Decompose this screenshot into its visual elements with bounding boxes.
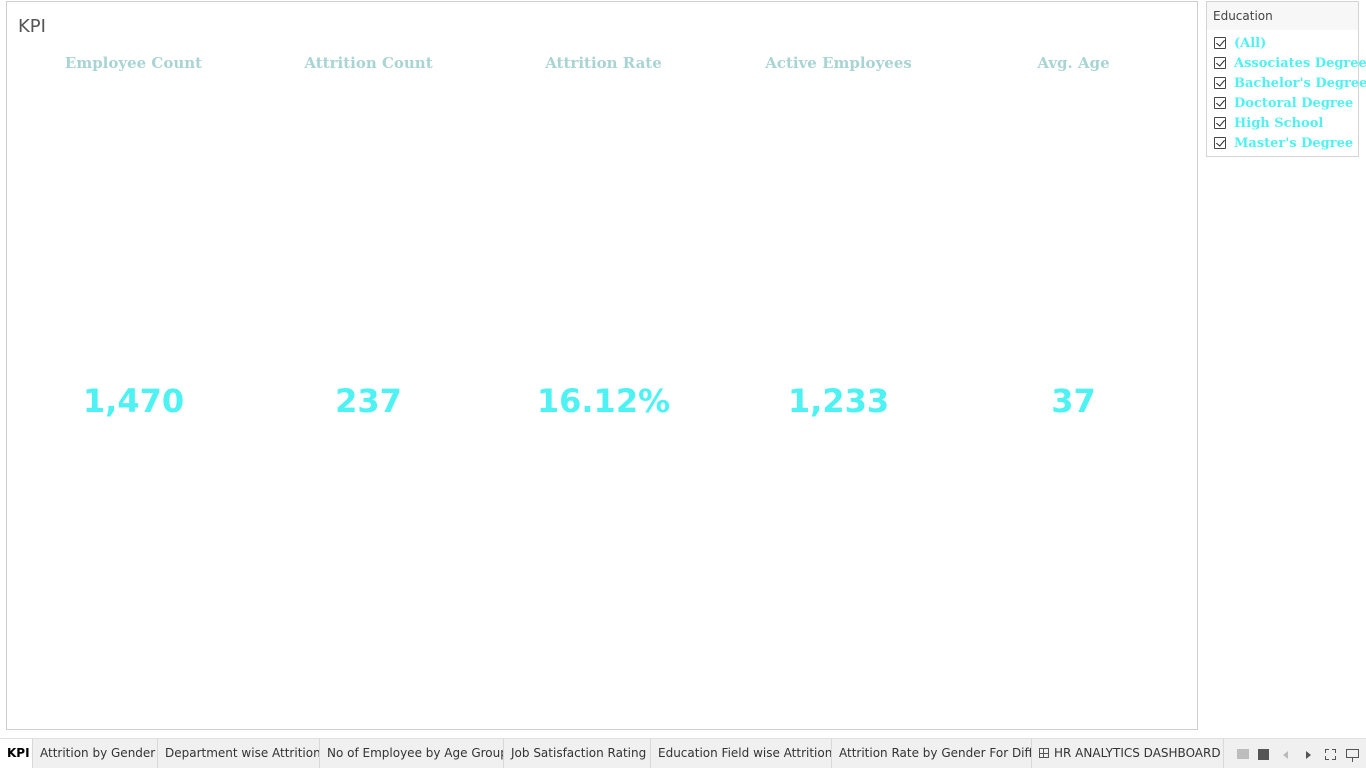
tab-hr-analytics-dashboard[interactable]: HR ANALYTICS DASHBOARD [1032,739,1224,768]
filter-item-high-school[interactable]: High School [1207,114,1358,134]
filter-item-label: Doctoral Degree [1234,96,1354,111]
next-sheet-icon[interactable] [1306,751,1311,759]
filter-item-masters-degree[interactable]: Master's Degree [1207,134,1358,154]
filter-item-label: Associates Degree [1234,56,1366,71]
kpi-header: Employee Count [64,54,203,72]
tab-no-of-employee-by-age-group[interactable]: No of Employee by Age Group [320,739,504,768]
show-tabs-icon[interactable] [1258,749,1269,760]
kpi-value: 16.12% [536,382,671,420]
sheet-tab-bar: KPI Attrition by Gender Department wise … [0,738,1366,768]
filter-item-all[interactable]: (All) [1207,34,1358,54]
kpi-value: 237 [335,382,402,420]
tab-job-satisfaction-rating[interactable]: Job Satisfaction Rating [504,739,651,768]
tab-education-field-wise-attrition[interactable]: Education Field wise Attrition [651,739,832,768]
filter-item-label: Master's Degree [1234,136,1354,151]
checkbox-checked-icon[interactable] [1214,137,1226,149]
kpi-avg-age[interactable]: Avg. Age 37 [956,52,1191,452]
show-filmstrip-icon[interactable] [1237,749,1249,759]
kpi-header: Active Employees [765,54,912,72]
presentation-mode-icon[interactable] [1346,749,1359,762]
filter-item-doctoral-degree[interactable]: Doctoral Degree [1207,94,1358,114]
tab-label: HR ANALYTICS DASHBOARD [1054,746,1221,760]
checkbox-checked-icon[interactable] [1214,97,1226,109]
fullscreen-icon[interactable] [1325,749,1336,760]
kpi-value: 37 [1051,382,1096,420]
kpi-value: 1,470 [82,382,185,420]
checkbox-checked-icon[interactable] [1214,57,1226,69]
kpi-attrition-count[interactable]: Attrition Count 237 [251,52,486,452]
kpi-value: 1,233 [787,382,890,420]
filter-item-associates-degree[interactable]: Associates Degree [1207,54,1366,74]
tab-kpi[interactable]: KPI [0,739,33,768]
filter-title: Education [1207,2,1358,30]
filter-item-label: High School [1234,116,1324,131]
kpi-header: Attrition Rate [545,54,662,72]
education-filter-card: Education (All) Associates Degree Bachel… [1206,1,1366,157]
checkbox-checked-icon[interactable] [1214,37,1226,49]
kpi-header: Attrition Count [304,54,433,72]
kpi-header: Avg. Age [1037,54,1110,72]
worksheet-title: KPI [18,16,46,37]
filter-item-label: (All) [1234,36,1267,51]
filter-item-label: Bachelor's Degree [1234,76,1366,91]
dashboard-icon [1039,748,1049,758]
kpi-attrition-rate[interactable]: Attrition Rate 16.12% [486,52,721,452]
kpi-employee-count[interactable]: Employee Count 1,470 [16,52,251,452]
checkbox-checked-icon[interactable] [1214,117,1226,129]
filter-item-bachelors-degree[interactable]: Bachelor's Degree [1207,74,1366,94]
tab-department-wise-attrition[interactable]: Department wise Attrition [158,739,320,768]
tab-attrition-by-gender[interactable]: Attrition by Gender [33,739,158,768]
previous-sheet-icon[interactable] [1283,751,1288,759]
kpi-active-employees[interactable]: Active Employees 1,233 [721,52,956,452]
checkbox-checked-icon[interactable] [1214,77,1226,89]
tab-attrition-rate-by-gender[interactable]: Attrition Rate by Gender For Diff... [832,739,1032,768]
kpi-worksheet: KPI Employee Count 1,470 Attrition Count… [6,1,1198,730]
